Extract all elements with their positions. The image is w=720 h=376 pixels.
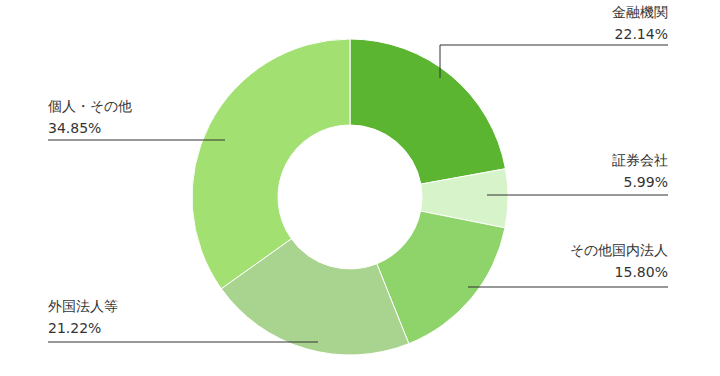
- svg-text:金融機関: 金融機関: [612, 4, 668, 20]
- svg-text:21.22%: 21.22%: [48, 320, 101, 336]
- svg-text:5.99%: 5.99%: [624, 174, 668, 190]
- svg-text:15.80%: 15.80%: [615, 264, 668, 280]
- svg-text:22.14%: 22.14%: [615, 26, 668, 42]
- svg-text:34.85%: 34.85%: [48, 120, 101, 136]
- svg-text:その他国内法人: その他国内法人: [570, 242, 668, 258]
- svg-text:証券会社: 証券会社: [612, 152, 668, 168]
- svg-text:個人・その他: 個人・その他: [48, 98, 132, 114]
- svg-text:外国法人等: 外国法人等: [48, 298, 118, 314]
